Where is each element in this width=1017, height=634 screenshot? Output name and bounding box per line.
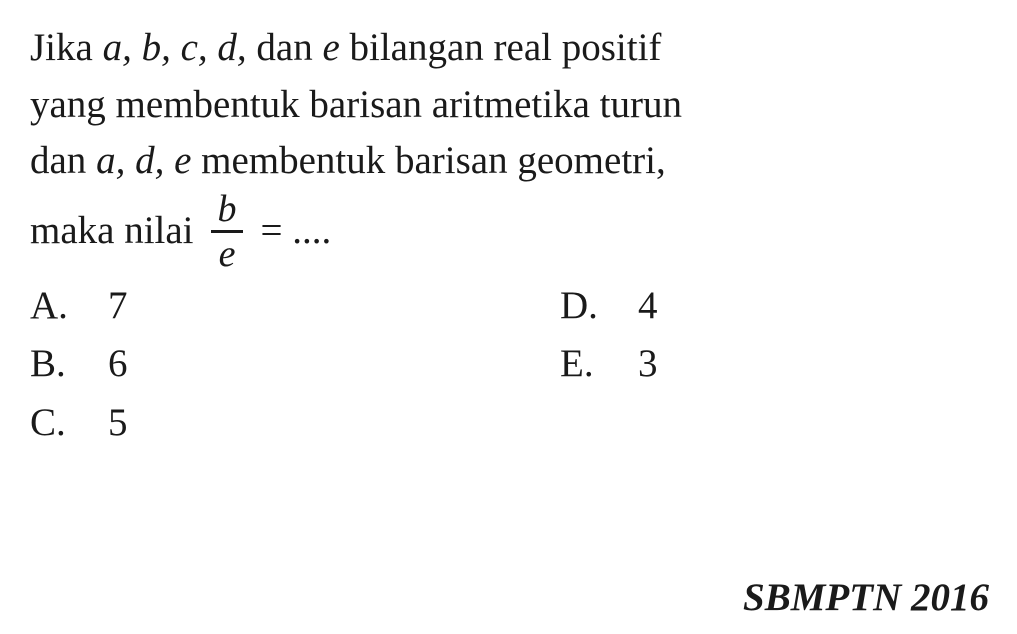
options-list: A. 7 D. 4 B. 6 E. 3 C. 5 [30,277,987,453]
text-segment: dan [247,26,323,69]
problem-line-4: maka nilai b e = .... [30,190,987,273]
problem-line-2: yang membentuk barisan aritmetika turun [30,77,987,134]
source-attribution: SBMPTN 2016 [743,575,989,620]
option-label: C. [30,394,108,453]
text-segment: dan [30,139,96,182]
problem-line-1: Jika a, b, c, d, dan e bilangan real pos… [30,20,987,77]
fraction-numerator: b [210,190,245,230]
option-value: 7 [108,277,128,336]
option-D: D. 4 [560,277,658,336]
text-segment: membentuk barisan geometri, [191,139,665,182]
option-row-3: C. 5 [30,394,987,453]
option-label: E. [560,335,638,394]
fraction-denominator: e [211,230,244,273]
text-segment: maka nilai [30,203,194,260]
text-segment: Jika [30,26,103,69]
option-value: 4 [638,277,658,336]
option-C: C. 5 [30,394,560,453]
option-value: 3 [638,335,658,394]
option-E: E. 3 [560,335,658,394]
option-row-2: B. 6 E. 3 [30,335,987,394]
option-value: 5 [108,394,128,453]
option-A: A. 7 [30,277,560,336]
fraction-b-over-e: b e [210,190,245,273]
option-label: A. [30,277,108,336]
problem-container: Jika a, b, c, d, dan e bilangan real pos… [0,0,1017,472]
option-value: 6 [108,335,128,394]
option-B: B. 6 [30,335,560,394]
text-segment: = .... [261,203,332,260]
problem-line-3: dan a, d, e membentuk barisan geometri, [30,133,987,190]
variable-e: e [322,26,339,69]
variables-ade: a, d, e [96,139,191,182]
option-label: D. [560,277,638,336]
option-row-1: A. 7 D. 4 [30,277,987,336]
variables-abcd: a, b, c, d, [103,26,247,69]
option-label: B. [30,335,108,394]
text-segment: bilangan real positif [340,26,662,69]
problem-text: Jika a, b, c, d, dan e bilangan real pos… [30,20,987,273]
